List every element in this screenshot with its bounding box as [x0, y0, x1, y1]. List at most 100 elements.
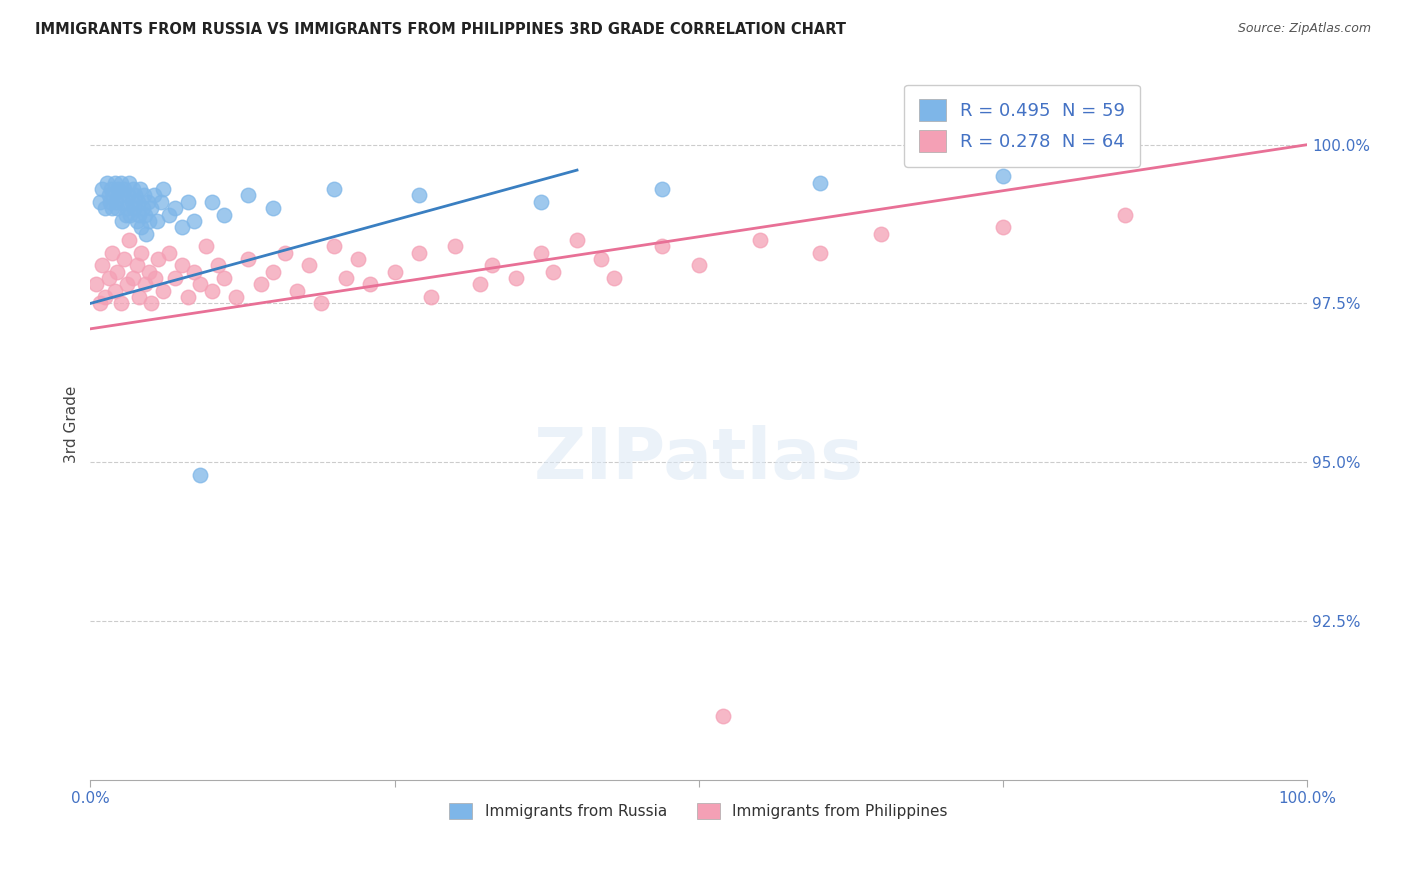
Point — [207, 258, 229, 272]
Point — [118, 176, 141, 190]
Point — [274, 245, 297, 260]
Point — [212, 271, 235, 285]
Point — [105, 201, 128, 215]
Point — [359, 277, 381, 292]
Point — [142, 188, 165, 202]
Y-axis label: 3rd Grade: 3rd Grade — [65, 385, 79, 463]
Point — [89, 296, 111, 310]
Point — [91, 182, 114, 196]
Point — [112, 182, 135, 196]
Point — [100, 182, 122, 196]
Point — [146, 214, 169, 228]
Point — [322, 239, 344, 253]
Point — [152, 182, 174, 196]
Point — [565, 233, 588, 247]
Point — [114, 208, 136, 222]
Point — [468, 277, 491, 292]
Point — [104, 194, 127, 209]
Point — [86, 277, 108, 292]
Point — [138, 265, 160, 279]
Point — [121, 194, 143, 209]
Point — [651, 239, 673, 253]
Point — [143, 271, 166, 285]
Point — [101, 245, 124, 260]
Point — [134, 277, 156, 292]
Point — [91, 258, 114, 272]
Point — [131, 245, 153, 260]
Point — [134, 208, 156, 222]
Point — [481, 258, 503, 272]
Point — [201, 284, 224, 298]
Point — [602, 271, 624, 285]
Point — [420, 290, 443, 304]
Point — [115, 201, 138, 215]
Point — [122, 271, 145, 285]
Point — [128, 290, 150, 304]
Point — [131, 220, 153, 235]
Point — [149, 194, 172, 209]
Point — [103, 188, 125, 202]
Point — [112, 194, 135, 209]
Point — [98, 194, 121, 209]
Point — [136, 194, 159, 209]
Point — [127, 194, 149, 209]
Point — [991, 169, 1014, 184]
Point — [238, 188, 260, 202]
Point — [125, 214, 148, 228]
Point — [132, 188, 155, 202]
Point — [591, 252, 613, 266]
Point — [157, 208, 180, 222]
Point — [870, 227, 893, 241]
Point — [384, 265, 406, 279]
Point — [170, 220, 193, 235]
Point — [212, 208, 235, 222]
Point — [96, 176, 118, 190]
Point — [808, 176, 831, 190]
Point — [120, 208, 142, 222]
Point — [541, 265, 564, 279]
Text: Source: ZipAtlas.com: Source: ZipAtlas.com — [1237, 22, 1371, 36]
Point — [262, 201, 284, 215]
Point — [124, 188, 146, 202]
Point — [688, 258, 710, 272]
Point — [1114, 208, 1136, 222]
Point — [188, 277, 211, 292]
Point — [131, 201, 153, 215]
Point — [135, 227, 157, 241]
Point — [183, 214, 205, 228]
Point — [188, 467, 211, 482]
Point — [505, 271, 527, 285]
Point — [104, 176, 127, 190]
Point — [141, 296, 163, 310]
Point — [225, 290, 247, 304]
Point — [249, 277, 271, 292]
Point — [122, 201, 145, 215]
Point — [115, 277, 138, 292]
Point — [285, 284, 308, 298]
Point — [711, 709, 734, 723]
Point — [108, 188, 131, 202]
Point — [148, 252, 170, 266]
Point — [262, 265, 284, 279]
Point — [322, 182, 344, 196]
Point — [97, 271, 120, 285]
Point — [97, 188, 120, 202]
Point — [157, 245, 180, 260]
Point — [408, 245, 430, 260]
Point — [651, 182, 673, 196]
Point — [170, 258, 193, 272]
Point — [347, 252, 370, 266]
Point — [152, 284, 174, 298]
Point — [117, 188, 139, 202]
Text: IMMIGRANTS FROM RUSSIA VS IMMIGRANTS FROM PHILIPPINES 3RD GRADE CORRELATION CHAR: IMMIGRANTS FROM RUSSIA VS IMMIGRANTS FRO… — [35, 22, 846, 37]
Point — [176, 194, 198, 209]
Text: ZIPatlas: ZIPatlas — [534, 425, 863, 494]
Point — [107, 182, 129, 196]
Point — [110, 296, 132, 310]
Point — [165, 201, 187, 215]
Point — [529, 194, 551, 209]
Point — [129, 182, 152, 196]
Point — [111, 214, 134, 228]
Point — [176, 290, 198, 304]
Point — [94, 290, 117, 304]
